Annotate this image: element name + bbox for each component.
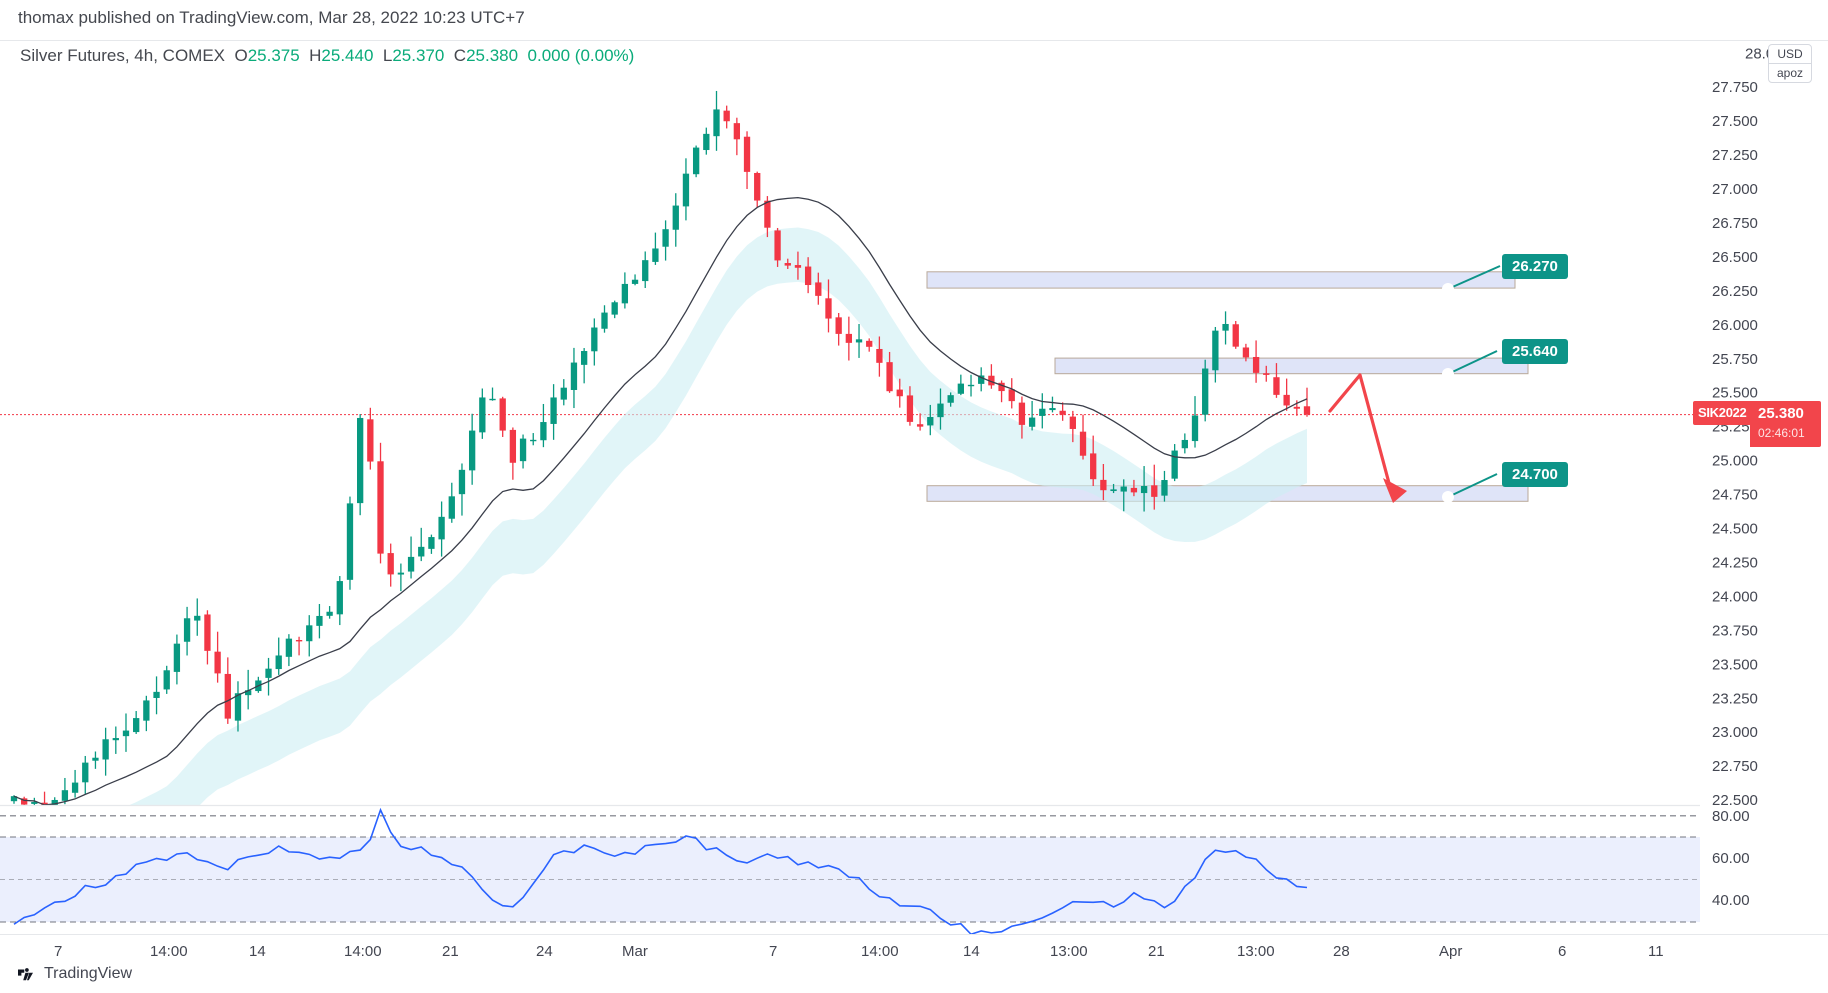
svg-text:24.250: 24.250 — [1712, 555, 1758, 572]
svg-text:26.250: 26.250 — [1712, 283, 1758, 300]
svg-text:25.500: 25.500 — [1712, 385, 1758, 402]
svg-text:22.750: 22.750 — [1712, 758, 1758, 775]
svg-text:27.000: 27.000 — [1712, 181, 1758, 198]
svg-text:24.750: 24.750 — [1712, 487, 1758, 504]
svg-text:23.750: 23.750 — [1712, 622, 1758, 639]
svg-text:23.250: 23.250 — [1712, 690, 1758, 707]
svg-text:26.500: 26.500 — [1712, 249, 1758, 266]
svg-text:40.00: 40.00 — [1712, 892, 1750, 909]
svg-text:23.000: 23.000 — [1712, 724, 1758, 741]
svg-text:22.500: 22.500 — [1712, 792, 1758, 809]
svg-text:24.500: 24.500 — [1712, 521, 1758, 538]
svg-text:27.250: 27.250 — [1712, 147, 1758, 164]
svg-text:24.000: 24.000 — [1712, 588, 1758, 605]
svg-text:26.750: 26.750 — [1712, 215, 1758, 232]
svg-text:60.00: 60.00 — [1712, 850, 1750, 867]
svg-text:25.750: 25.750 — [1712, 351, 1758, 368]
svg-text:25.000: 25.000 — [1712, 453, 1758, 470]
svg-text:23.500: 23.500 — [1712, 656, 1758, 673]
svg-text:27.500: 27.500 — [1712, 113, 1758, 130]
svg-text:27.750: 27.750 — [1712, 79, 1758, 96]
svg-text:80.00: 80.00 — [1712, 808, 1750, 825]
svg-text:26.000: 26.000 — [1712, 317, 1758, 334]
